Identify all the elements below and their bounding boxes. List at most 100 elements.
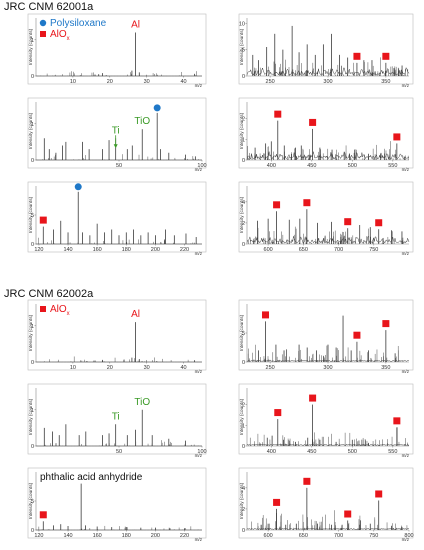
y-tick-label: 5 [31, 213, 34, 219]
x-tick-label: 40 [180, 79, 186, 85]
y-tick-label: 0 [242, 528, 245, 534]
peak-label: TiO [134, 397, 150, 408]
x-tick-label: 600 [264, 247, 273, 253]
panel-frame [27, 383, 207, 455]
y-axis-label: Intensity (counts) [28, 314, 34, 351]
y-tick-label: 1 [31, 324, 34, 330]
y-axis-label: Intensity (counts) [239, 482, 245, 519]
x-axis-unit: m/z [195, 83, 203, 88]
x-tick-label: 50 [116, 449, 122, 455]
x-tick-label: 350 [381, 365, 390, 371]
legend-square-marker [40, 306, 46, 312]
x-tick-label: 30 [144, 365, 150, 371]
x-tick-label: 400 [267, 163, 276, 169]
x-tick-label: 120 [34, 247, 43, 253]
y-tick-label: 10 [239, 21, 245, 27]
spectrum-panel-4: Intensity (counts) m/z 120 140 160 180 200 220 0… [27, 181, 207, 256]
x-tick-label: 550 [388, 449, 397, 455]
peak-label: TiO [134, 116, 150, 127]
panel-frame [238, 13, 414, 85]
x-axis-unit: m/z [402, 167, 410, 172]
y-tick-label: 0 [242, 74, 245, 80]
legend-square-marker [40, 31, 46, 37]
y-tick-label: 1 [242, 423, 245, 429]
spectrum-panel-1: Intensity (counts) m/z 250 300 350 0 5 10 [238, 13, 414, 88]
y-tick-label: 5 [242, 48, 245, 54]
section-title-62001a: JRC CNM 62001a [4, 1, 94, 13]
x-tick-label: 300 [323, 365, 332, 371]
x-tick-label: 220 [180, 247, 189, 253]
x-tick-label: 10 [70, 79, 76, 85]
y-axis-label: Intensity (counts) [28, 112, 34, 149]
panel-frame [27, 181, 207, 253]
spectrum-panel-6: Intensity (counts) m/z 10 20 30 40 0 1 AlOx Al [27, 299, 207, 374]
peak-marker-square [39, 511, 47, 519]
x-tick-label: 140 [63, 533, 72, 539]
legend-circle-marker [39, 19, 47, 27]
x-tick-label: 200 [151, 533, 160, 539]
y-tick-label: 0 [31, 360, 34, 366]
legend-label: AlOx [50, 304, 70, 317]
x-tick-label: 250 [266, 79, 275, 85]
y-tick-label: 0 [31, 242, 34, 248]
y-axis-label: Intensity (counts) [239, 196, 245, 233]
panel-frame [27, 299, 207, 371]
y-tick-label: 0 [31, 74, 34, 80]
peak-marker-square [309, 118, 317, 126]
legend-label-subscript: x [67, 311, 70, 317]
spectrum-panel-10: Intensity (counts) m/z 120 140 160 180 200 220 0… [27, 467, 207, 542]
spectrum-panel-8: Intensity (counts) m/z 50 100 0 1 Ti TiO [27, 383, 207, 458]
peak-marker-square [262, 311, 270, 319]
spectrum-panel-7: Intensity (counts) m/z 250 300 350 0 5 [238, 299, 414, 374]
peak-marker-square [375, 219, 383, 227]
x-tick-label: 600 [264, 533, 273, 539]
x-tick-label: 650 [299, 247, 308, 253]
peak-label: Ti [112, 125, 120, 136]
x-tick-label: 300 [323, 79, 332, 85]
y-tick-label: 0 [242, 242, 245, 248]
x-tick-label: 30 [144, 79, 150, 85]
x-tick-label: 20 [107, 365, 113, 371]
x-tick-label: 700 [334, 533, 343, 539]
y-tick-label: 0 [31, 158, 34, 164]
x-tick-label: 100 [197, 163, 206, 169]
peak-marker-square [353, 331, 361, 339]
x-tick-label: 750 [369, 533, 378, 539]
peak-marker-square [274, 110, 282, 118]
x-axis-unit: m/z [195, 537, 203, 542]
peak-marker-square [382, 52, 390, 60]
x-axis-unit: m/z [402, 537, 410, 542]
y-tick-label: 2 [242, 507, 245, 513]
spectrum-panel-9: Intensity (counts) m/z 400 450 500 550 0 1 2 [238, 383, 414, 458]
peak-marker-square [274, 409, 282, 417]
peak-marker-square [309, 394, 317, 402]
baseline-trace [247, 443, 410, 446]
y-tick-label: 4 [242, 200, 245, 206]
x-axis-unit: m/z [402, 369, 410, 374]
peak-marker-circle [74, 183, 82, 191]
x-tick-label: 250 [266, 365, 275, 371]
y-tick-label: 0 [242, 444, 245, 450]
y-tick-label: 0 [242, 158, 245, 164]
y-axis-label: Intensity (counts) [239, 112, 245, 149]
x-tick-label: 750 [369, 247, 378, 253]
x-tick-label: 100 [197, 449, 206, 455]
x-tick-label: 700 [334, 247, 343, 253]
x-tick-label: 160 [93, 247, 102, 253]
y-tick-label: 2 [242, 403, 245, 409]
x-tick-label: 40 [180, 365, 186, 371]
y-tick-label: 1 [31, 408, 34, 414]
x-tick-label: 180 [122, 247, 131, 253]
x-axis-unit: m/z [195, 251, 203, 256]
y-axis-label: Intensity (counts) [239, 28, 245, 65]
arrow-head [113, 144, 118, 149]
y-tick-label: 0 [31, 444, 34, 450]
x-axis-unit: m/z [195, 167, 203, 172]
spectrum-panel-3: Intensity (counts) m/z 400 450 500 550 0 1 2 [238, 97, 414, 172]
x-tick-label: 400 [267, 449, 276, 455]
y-axis-label: Intensity (counts) [28, 482, 34, 519]
peak-marker-square [382, 320, 390, 328]
spectrum-panel-0: Intensity (counts) m/z 10 20 30 40 0 1 Polysilox… [27, 13, 207, 88]
y-tick-label: 2 [242, 221, 245, 227]
